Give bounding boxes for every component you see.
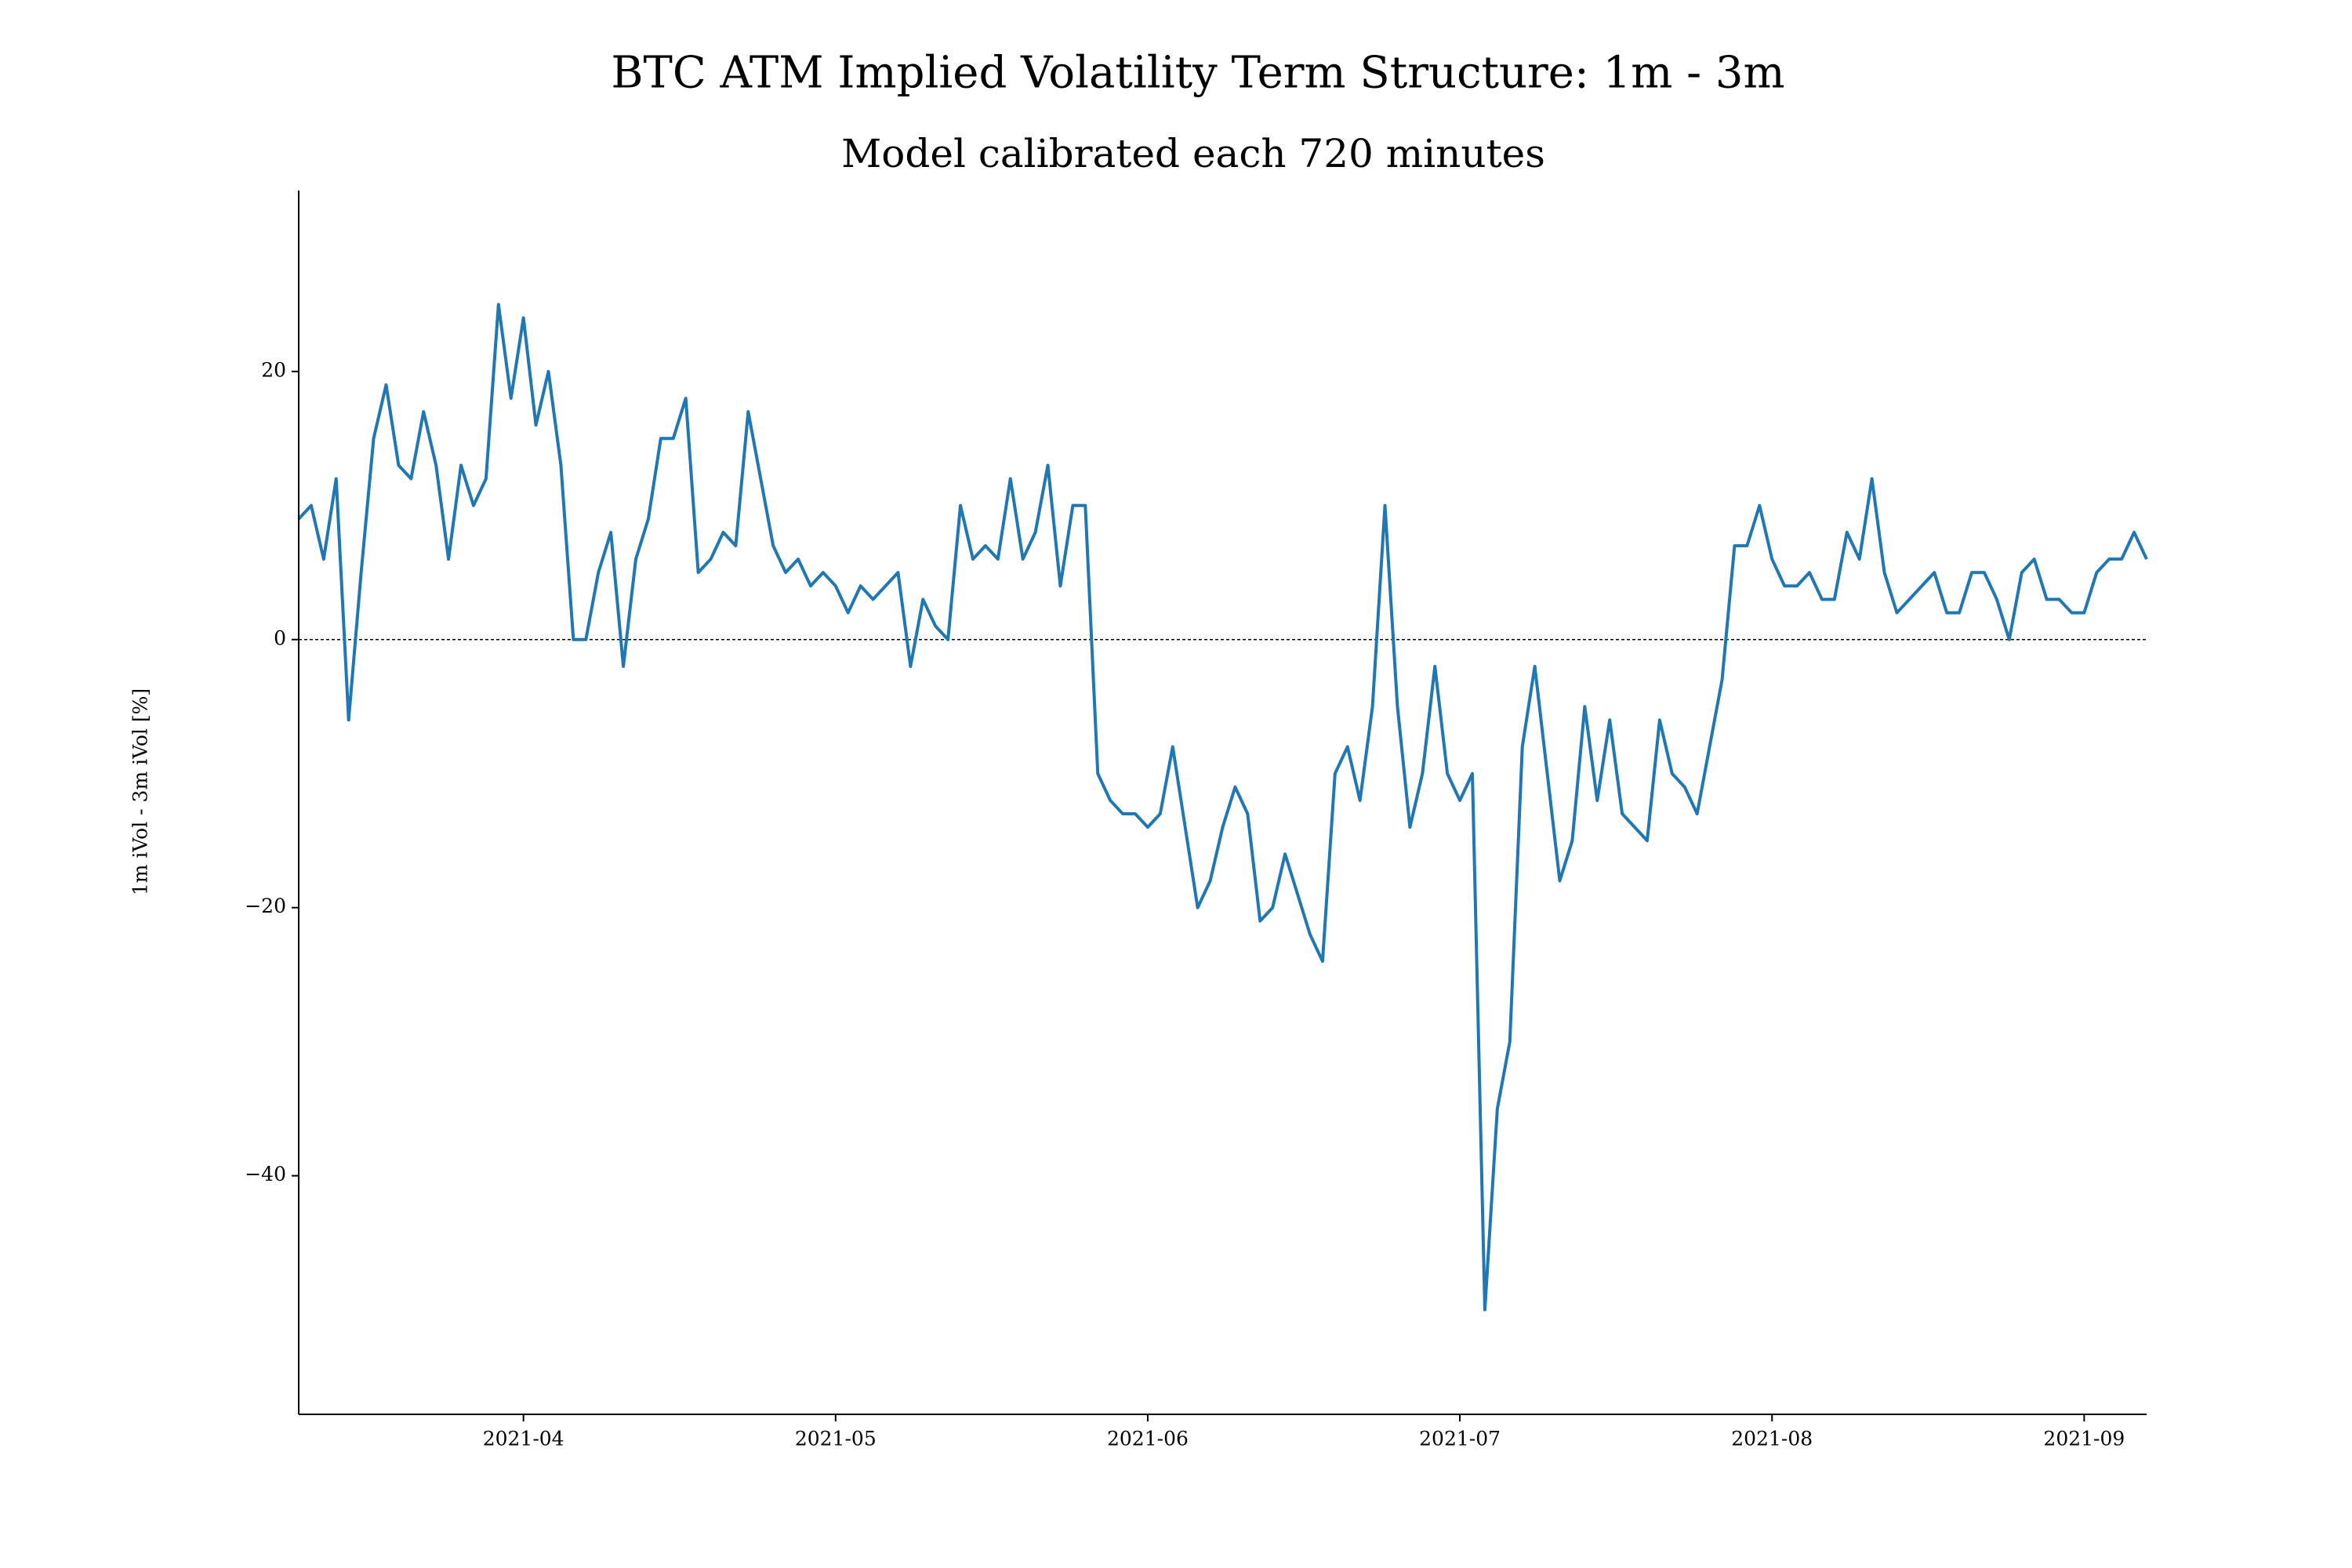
x-tick-label: 2021-05 [795, 1428, 877, 1450]
x-tick-label: 2021-07 [1419, 1428, 1501, 1450]
x-tick-label: 2021-04 [483, 1428, 564, 1450]
x-tick-label: 2021-09 [2043, 1428, 2125, 1450]
chart-subtitle: Model calibrated each 720 minutes [841, 131, 1545, 176]
chart-title: BTC ATM Implied Volatility Term Structur… [611, 48, 1784, 99]
x-tick-label: 2021-08 [1731, 1428, 1813, 1450]
y-tick-label: −40 [245, 1163, 286, 1185]
y-tick-label: 0 [274, 626, 286, 649]
data-line [297, 303, 2148, 1312]
y-tick-label: 20 [261, 358, 286, 381]
y-tick-label: −20 [245, 895, 286, 917]
x-tick-label: 2021-06 [1107, 1428, 1189, 1450]
y-axis-label: 1m iVol - 3m iVol [%] [129, 688, 152, 895]
